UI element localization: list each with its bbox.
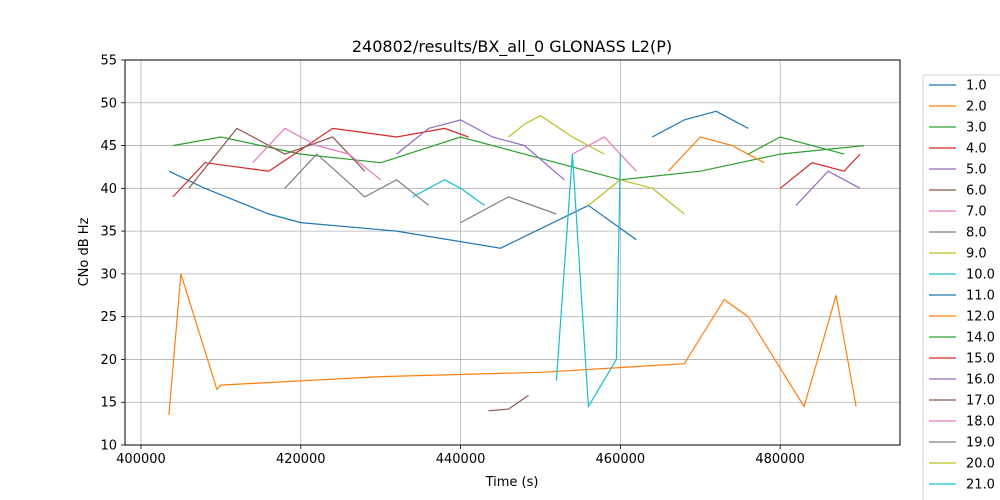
series-line-16.0 [795, 170, 861, 206]
legend-label: 19.0 [966, 436, 995, 451]
series-line-6.0 [188, 127, 366, 189]
y-tick-label: 30 [100, 267, 117, 282]
y-tick-label: 20 [100, 353, 117, 368]
x-tick-label: 420000 [276, 452, 326, 467]
legend-label: 17.0 [966, 394, 995, 409]
legend: 1.0 2.0 3.0 4.0 5.0 6.0 7.0 8.0 9.0 10.0 11.0 12.0 1… [922, 74, 1000, 500]
legend-label: 20.0 [966, 457, 995, 472]
legend-label: 8.0 [966, 226, 987, 241]
legend-label: 5.0 [966, 163, 987, 178]
legend-label: 11.0 [966, 289, 995, 304]
series-line-1.0 [168, 170, 637, 249]
plot-background [125, 60, 900, 445]
legend-label: 15.0 [966, 352, 995, 367]
y-tick-label: 10 [100, 439, 117, 454]
y-tick-label: 35 [100, 225, 117, 240]
x-tick-label: 440000 [436, 452, 486, 467]
legend-label: 1.0 [966, 79, 987, 94]
series-line-11.0 [652, 110, 749, 138]
series-line-18.0 [572, 136, 637, 172]
series-line-9.0 [508, 114, 605, 155]
series-line-15.0 [779, 153, 861, 189]
legend-label: 12.0 [966, 310, 995, 325]
legend-label: 2.0 [966, 100, 987, 115]
legend-label: 4.0 [966, 142, 987, 157]
series-line-7.0 [252, 127, 382, 181]
legend-box [922, 74, 1000, 500]
legend-label: 7.0 [966, 205, 987, 220]
plot-series-group [168, 110, 865, 416]
series-line-2.0 [168, 273, 857, 416]
series-line-3.0 [172, 136, 865, 181]
x-tick-label: 400000 [116, 452, 166, 467]
legend-label: 18.0 [966, 415, 995, 430]
x-axis: 400000 420000 440000 460000 480000 [116, 445, 805, 467]
series-line-20.0 [588, 179, 685, 215]
y-tick-label: 55 [100, 54, 117, 69]
series-line-5.0 [396, 119, 565, 181]
x-axis-label: Time (s) [485, 475, 539, 490]
series-line-21.0 [555, 154, 621, 409]
plot-frame [124, 59, 901, 446]
y-axis: 10 15 20 25 30 35 40 45 50 55 [100, 54, 125, 454]
series-line-8.0 [284, 153, 429, 206]
series-line-14.0 [747, 136, 845, 155]
y-tick-label: 45 [100, 139, 117, 154]
legend-label: 9.0 [966, 247, 987, 262]
legend-label: 10.0 [966, 268, 995, 283]
series-line-19.0 [460, 196, 557, 224]
legend-label: 6.0 [966, 184, 987, 199]
series-line-12.0 [667, 136, 765, 172]
y-tick-label: 25 [100, 310, 117, 325]
x-tick-label: 480000 [755, 452, 805, 467]
legend-label: 16.0 [966, 373, 995, 388]
x-tick-label: 460000 [596, 452, 646, 467]
legend-label: 3.0 [966, 121, 987, 136]
series-line-17.0 [488, 394, 529, 412]
series-line-10.0 [412, 179, 485, 206]
series-line-4.0 [172, 127, 469, 198]
y-tick-label: 15 [100, 396, 117, 411]
chart-title: 240802/results/BX_all_0 GLONASS L2(P) [352, 37, 672, 57]
y-tick-label: 40 [100, 182, 117, 197]
y-tick-label: 50 [100, 96, 117, 111]
y-axis-label: CNo dB Hz [77, 217, 92, 286]
legend-label: 14.0 [966, 331, 995, 346]
legend-label: 21.0 [966, 478, 995, 493]
